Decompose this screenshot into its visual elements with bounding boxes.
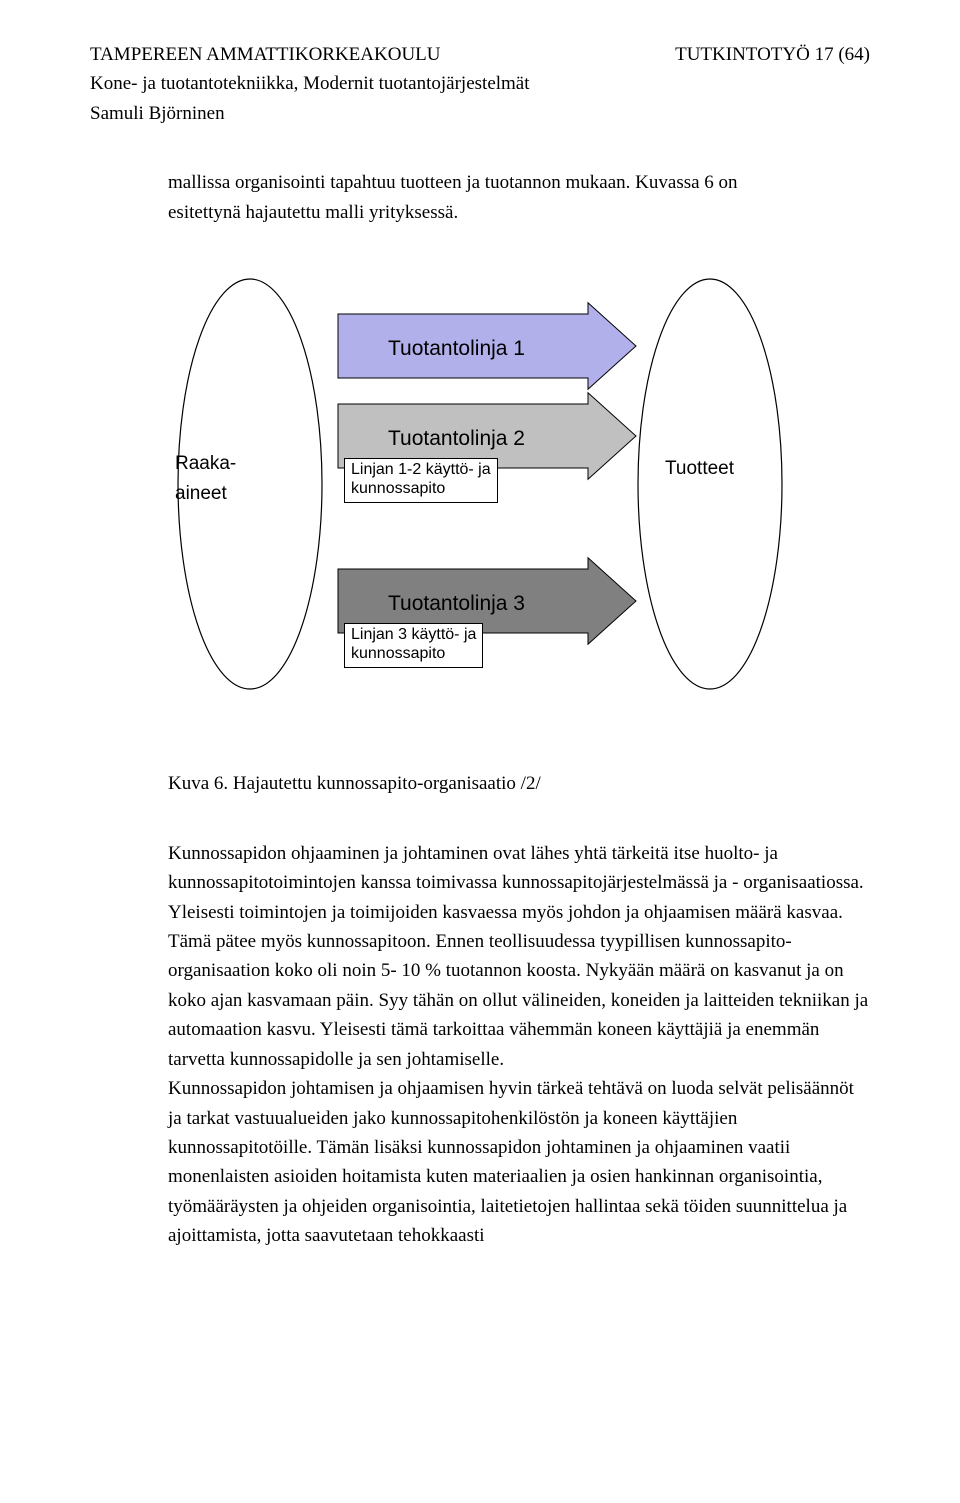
body-text: Kunnossapidon ohjaaminen ja johtaminen o…	[168, 839, 870, 1251]
raw-materials-label: Raaka-aineet	[175, 449, 236, 508]
header-left-block: TAMPEREEN AMMATTIKORKEAKOULU Kone- ja tu…	[90, 40, 530, 128]
label-text: aineet	[175, 483, 227, 504]
program-name: Kone- ja tuotantotekniikka, Modernit tuo…	[90, 69, 530, 98]
label-text: Raaka-	[175, 453, 236, 474]
maintenance-box-label: Linjan 1-2 käyttö- ja kunnossapito	[344, 458, 498, 503]
intro-paragraph: mallissa organisointi tapahtuu tuotteen …	[168, 168, 870, 227]
box-text: kunnossapito	[351, 480, 445, 497]
production-line-label: Tuotantolinja 2	[388, 423, 525, 456]
institution-name: TAMPEREEN AMMATTIKORKEAKOULU	[90, 40, 530, 69]
body-paragraph-1: Kunnossapidon ohjaaminen ja johtaminen o…	[168, 839, 870, 1075]
box-text: kunnossapito	[351, 645, 445, 662]
flow-diagram: Raaka-aineet Tuotteet Tuotantolinja 1 Tuota…	[170, 249, 790, 719]
box-text: Linjan 3 käyttö- ja	[351, 626, 476, 643]
right-ellipse	[638, 279, 782, 689]
diagram-container: Raaka-aineet Tuotteet Tuotantolinja 1 Tuota…	[90, 249, 870, 719]
page-header: TAMPEREEN AMMATTIKORKEAKOULU Kone- ja tu…	[90, 40, 870, 128]
products-label: Tuotteet	[665, 454, 734, 483]
maintenance-box-label: Linjan 3 käyttö- ja kunnossapito	[344, 623, 483, 668]
author-name: Samuli Björninen	[90, 99, 530, 128]
production-line-label: Tuotantolinja 1	[388, 333, 525, 366]
figure-caption: Kuva 6. Hajautettu kunnossapito-organisa…	[168, 769, 870, 798]
docref: TUTKINTOTYÖ 17 (64)	[675, 40, 870, 128]
production-line-label: Tuotantolinja 3	[388, 588, 525, 621]
box-text: Linjan 1-2 käyttö- ja	[351, 461, 491, 478]
intro-line-2: esitettynä hajautettu malli yrityksessä.	[168, 198, 870, 227]
body-paragraph-2: Kunnossapidon johtamisen ja ohjaamisen h…	[168, 1074, 870, 1251]
intro-line-1: mallissa organisointi tapahtuu tuotteen …	[168, 168, 870, 197]
